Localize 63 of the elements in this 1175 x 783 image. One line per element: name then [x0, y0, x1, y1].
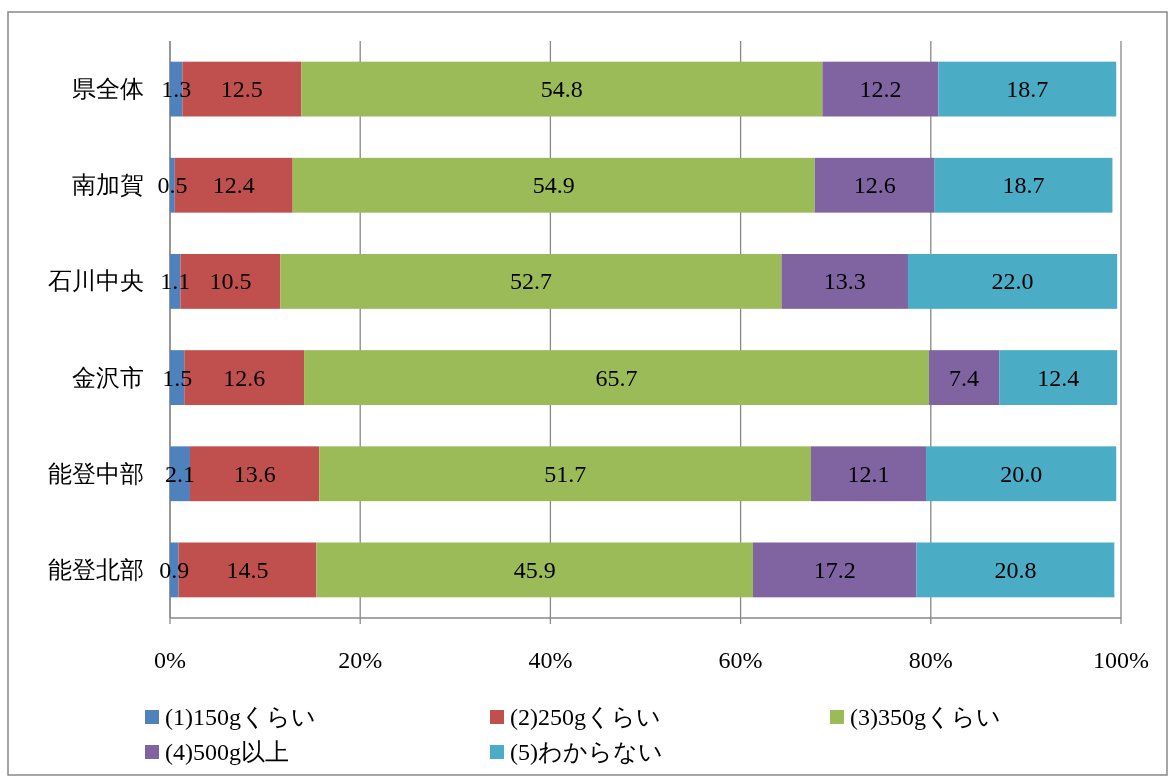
bar	[781, 254, 908, 309]
bar	[316, 542, 753, 598]
bar	[822, 61, 939, 117]
data-label: 13.3	[823, 268, 866, 295]
data-label: 12.6	[853, 172, 896, 199]
y-tick-label: 石川中央	[48, 268, 144, 295]
bar	[926, 446, 1117, 502]
data-label: 10.5	[209, 268, 252, 295]
legend-label: (2)250gくらい	[510, 704, 661, 730]
bar	[938, 61, 1117, 117]
bar	[280, 254, 782, 309]
data-label: 1.1	[160, 268, 191, 295]
bar	[319, 446, 811, 502]
x-tick-label: 60%	[718, 647, 763, 673]
bar	[814, 157, 935, 213]
bar	[304, 350, 929, 405]
data-label: 54.8	[540, 76, 583, 103]
data-label: 0.9	[159, 556, 190, 583]
data-label: 0.5	[157, 172, 188, 199]
x-tick-label: 40%	[528, 647, 573, 673]
data-label: 20.8	[994, 556, 1037, 583]
legend-label: (3)350gくらい	[850, 704, 1001, 730]
data-label: 12.5	[220, 76, 263, 103]
data-label: 18.7	[1002, 172, 1045, 199]
legend-label: (1)150gくらい	[165, 704, 316, 730]
data-label: 45.9	[513, 556, 556, 583]
bar	[292, 157, 815, 213]
y-tick-label: 南加賀	[72, 172, 144, 199]
data-label: 14.5	[226, 556, 269, 583]
bar	[810, 446, 927, 502]
data-label: 65.7	[595, 364, 638, 391]
y-tick-label: 能登中部	[48, 460, 144, 487]
data-label: 12.6	[223, 364, 266, 391]
x-tick-label: 20%	[338, 647, 383, 673]
data-label: 22.0	[991, 268, 1034, 295]
data-label: 7.4	[949, 364, 980, 391]
data-label: 54.9	[532, 172, 575, 199]
bar	[916, 542, 1115, 598]
data-label: 12.1	[847, 460, 890, 487]
y-tick-label: 金沢市	[72, 364, 144, 391]
x-tick-label: 80%	[908, 647, 953, 673]
bar	[752, 542, 917, 598]
data-label: 52.7	[509, 268, 552, 295]
bar	[999, 350, 1118, 405]
bar	[907, 254, 1118, 309]
y-tick-label: 県全体	[72, 76, 144, 103]
legend-label: (4)500g以上	[165, 739, 289, 765]
legend-label: (5)わからない	[510, 739, 663, 765]
bar	[301, 61, 823, 117]
data-label: 20.0	[1000, 460, 1043, 487]
data-label: 51.7	[544, 460, 587, 487]
x-tick-label: 100%	[1093, 647, 1149, 673]
bar	[934, 157, 1113, 213]
data-label: 17.2	[813, 556, 856, 583]
bar	[928, 350, 1000, 405]
x-tick-label: 0%	[154, 647, 186, 673]
data-label: 12.4	[1037, 364, 1080, 391]
data-label: 1.3	[161, 76, 192, 103]
data-label: 12.4	[212, 172, 255, 199]
data-label: 13.6	[233, 460, 276, 487]
data-label: 12.2	[859, 76, 902, 103]
y-tick-label: 能登北部	[48, 556, 144, 583]
data-label: 18.7	[1006, 76, 1049, 103]
